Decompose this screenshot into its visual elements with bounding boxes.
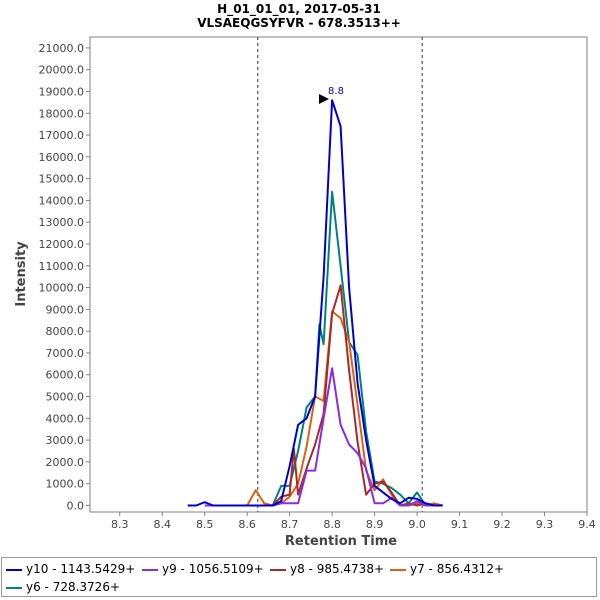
y-tick-label: 7000.0: [46, 347, 85, 360]
y-axis-label: Intensity: [14, 241, 29, 307]
peak-annotation-group: 8.8: [319, 86, 344, 104]
x-tick-label: 9.4: [578, 518, 596, 531]
y-tick-label: 14000.0: [39, 194, 85, 207]
x-tick-label: 9.2: [493, 518, 511, 531]
y-tick-label: 5000.0: [46, 391, 85, 404]
x-tick-label: 8.4: [153, 518, 171, 531]
series-lines: [187, 99, 443, 507]
y-tick-label: 16000.0: [39, 151, 85, 164]
legend-item-y9: y9 - 1056.5109+: [140, 560, 264, 578]
x-tick-label: 8.8: [323, 518, 341, 531]
x-tick-label: 8.9: [366, 518, 384, 531]
y-tick-label: 13000.0: [39, 216, 85, 229]
y-tick-label: 3000.0: [46, 434, 85, 447]
legend-label-y9: y9 - 1056.5109+: [162, 562, 264, 576]
y-tick-label: 15000.0: [39, 173, 85, 186]
peak-annotation-label: 8.8: [328, 86, 344, 97]
y-tick-label: 11000.0: [39, 260, 85, 273]
legend: y10 - 1143.5429+ y9 - 1056.5109+ y8 - 98…: [1, 557, 597, 597]
y-tick-label: 18000.0: [39, 107, 85, 120]
legend-swatch-y8: [270, 568, 286, 571]
y-tick-label: 8000.0: [46, 325, 85, 338]
y-tick-label: 6000.0: [46, 369, 85, 382]
plot-area: [89, 36, 588, 513]
y-tick-label: 9000.0: [46, 303, 85, 316]
series-line-y9: [204, 367, 443, 507]
chart-subtitle: VLSAEQGSYFVR - 678.3513++: [197, 16, 401, 30]
legend-item-y8: y8 - 985.4738+: [268, 560, 384, 578]
y-tick-label: 4000.0: [46, 412, 85, 425]
legend-swatch-y10: [6, 568, 22, 571]
legend-swatch-y7: [390, 568, 406, 571]
y-tick-label: 0.0: [67, 499, 85, 512]
y-tick-label: 19000.0: [39, 85, 85, 98]
legend-swatch-y9: [142, 568, 158, 571]
x-tick-label: 8.6: [238, 518, 256, 531]
legend-swatch-y6: [6, 586, 22, 589]
x-tick-label: 8.7: [281, 518, 299, 531]
peak-boundaries: [257, 37, 423, 512]
legend-item-y6: y6 - 728.3726+: [4, 578, 120, 596]
y-tick-label: 1000.0: [46, 478, 85, 491]
y-tick-label: 21000.0: [39, 42, 85, 55]
y-axis: 0.0 1000.0 2000.0 3000.0 4000.0 5000.0 6000.0 7…: [39, 42, 90, 512]
y-tick-label: 10000.0: [39, 282, 85, 295]
x-tick-label: 8.3: [111, 518, 129, 531]
y-tick-label: 20000.0: [39, 64, 85, 77]
legend-item-y10: y10 - 1143.5429+: [4, 560, 135, 578]
y-tick-label: 17000.0: [39, 129, 85, 142]
chart-title: H_01_01_01, 2017-05-31: [217, 2, 381, 17]
y-tick-label: 2000.0: [46, 456, 85, 469]
legend-label-y7: y7 - 856.4312+: [410, 562, 505, 576]
x-axis-label: Retention Time: [285, 534, 397, 549]
legend-label-y8: y8 - 985.4738+: [290, 562, 385, 576]
legend-label-y6: y6 - 728.3726+: [26, 580, 121, 594]
peak-marker-arrow: [319, 94, 329, 104]
x-tick-label: 9.3: [536, 518, 554, 531]
legend-label-y10: y10 - 1143.5429+: [26, 562, 136, 576]
x-tick-label: 8.5: [196, 518, 214, 531]
series-line-y8: [247, 284, 443, 507]
chromatogram-chart: H_01_01_01, 2017-05-31 VLSAEQGSYFVR - 67…: [14, 2, 596, 549]
y-tick-label: 12000.0: [39, 238, 85, 251]
x-tick-label: 9.1: [451, 518, 469, 531]
series-line-y10: [187, 99, 443, 507]
x-tick-label: 9.0: [408, 518, 426, 531]
x-axis: 8.3 8.4 8.5 8.6 8.7 8.8 8.9 9.0 9.1 9.2 9.3 9.4: [111, 512, 596, 531]
legend-item-y7: y7 - 856.4312+: [388, 560, 504, 578]
